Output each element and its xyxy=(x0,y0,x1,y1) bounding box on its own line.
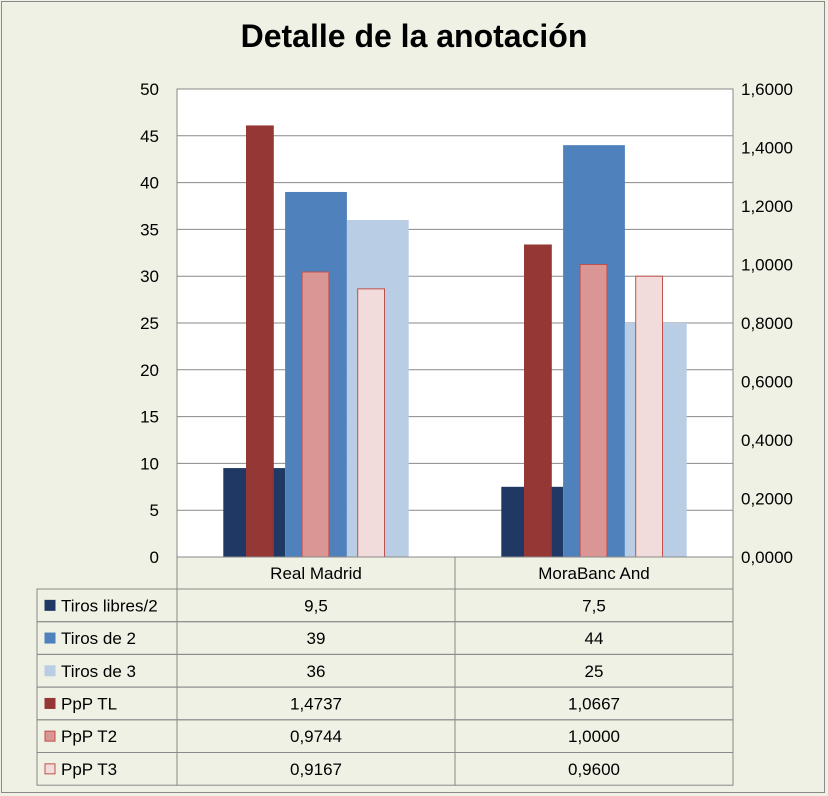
left-tick-label: 25 xyxy=(140,314,159,333)
legend-key xyxy=(44,763,56,775)
right-tick-label: 1,0000 xyxy=(741,256,793,275)
right-axis-ticks: 0,0000 0,2000 0,4000 0,6000 0,8000 1,0000 1,20… xyxy=(741,80,793,567)
legend-label: PpP T3 xyxy=(61,760,117,779)
legend-label: Tiros de 3 xyxy=(61,662,136,681)
category-label: Real Madrid xyxy=(270,564,362,583)
right-tick-label: 0,0000 xyxy=(741,548,793,567)
bar-ppp-tl xyxy=(524,244,552,558)
left-tick-label: 40 xyxy=(140,174,159,193)
right-tick-label: 1,2000 xyxy=(741,197,793,216)
data-table: Real Madrid MoraBanc And Tiros libres/2 9,5… xyxy=(36,556,734,786)
left-tick-label: 35 xyxy=(140,220,159,239)
legend-key xyxy=(44,665,56,677)
bar-ppp-tl xyxy=(246,125,274,558)
data-label: 44 xyxy=(585,629,604,648)
right-tick-label: 0,6000 xyxy=(741,373,793,392)
legend-key xyxy=(44,697,56,709)
left-axis-ticks: 0 5 10 15 20 25 30 35 40 45 50 xyxy=(140,80,159,567)
legend-label: Tiros de 2 xyxy=(61,629,136,648)
bar-ppp-t3 xyxy=(635,275,664,558)
data-label: 9,5 xyxy=(304,596,328,615)
bar-ppp-t3 xyxy=(357,288,386,558)
data-label: 25 xyxy=(585,662,604,681)
data-label: 1,4737 xyxy=(290,694,342,713)
data-label: 0,9600 xyxy=(568,760,620,779)
table-value-cell xyxy=(454,752,734,786)
left-tick-label: 30 xyxy=(140,267,159,286)
left-tick-label: 10 xyxy=(140,454,159,473)
right-tick-label: 0,4000 xyxy=(741,431,793,450)
legend-key xyxy=(44,632,56,644)
left-tick-label: 0 xyxy=(150,548,159,567)
legend-key xyxy=(44,730,56,742)
legend-label: PpP TL xyxy=(61,694,117,713)
left-tick-label: 5 xyxy=(150,501,159,520)
left-tick-label: 50 xyxy=(140,80,159,99)
bar-ppp-t2 xyxy=(301,271,330,558)
legend-label: Tiros libres/2 xyxy=(61,596,158,615)
bars-right-axis xyxy=(246,125,664,558)
right-tick-label: 0,8000 xyxy=(741,314,793,333)
data-label: 39 xyxy=(307,629,326,648)
legend-label: PpP T2 xyxy=(61,727,117,746)
bar-ppp-t2 xyxy=(579,264,608,558)
right-tick-label: 0,2000 xyxy=(741,490,793,509)
data-label: 0,9744 xyxy=(290,727,342,746)
chart-title: Detalle de la anotación xyxy=(240,18,588,54)
left-tick-label: 20 xyxy=(140,361,159,380)
data-label: 1,0667 xyxy=(568,694,620,713)
category-label: MoraBanc And xyxy=(538,564,650,583)
left-tick-label: 15 xyxy=(140,408,159,427)
data-label: 36 xyxy=(307,662,326,681)
legend-key xyxy=(44,599,56,611)
data-label: 0,9167 xyxy=(290,760,342,779)
data-label: 7,5 xyxy=(582,596,606,615)
right-tick-label: 1,6000 xyxy=(741,80,793,99)
left-tick-label: 45 xyxy=(140,127,159,146)
data-label: 1,0000 xyxy=(568,727,620,746)
right-tick-label: 1,4000 xyxy=(741,139,793,158)
